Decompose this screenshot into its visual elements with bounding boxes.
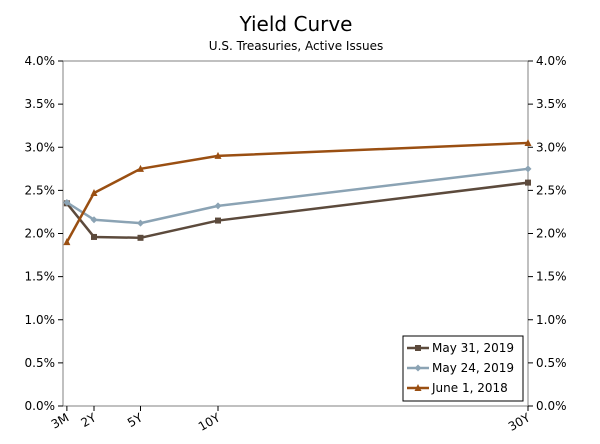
- y-tick-label-right: 3.0%: [536, 140, 567, 154]
- y-axis-right: 0.0% 0.5% 1.0% 1.5% 2.0% 2.5% 3.0% 3.5% 4.0%: [528, 54, 567, 413]
- legend-marker: [414, 364, 422, 372]
- series-layer: [63, 138, 532, 246]
- data-point: [63, 198, 71, 206]
- y-tick-label-right: 2.0%: [536, 227, 567, 241]
- legend-label: May 24, 2019: [432, 361, 514, 375]
- legend-label: May 31, 2019: [432, 341, 514, 355]
- data-point: [524, 165, 532, 173]
- data-point: [91, 233, 97, 240]
- y-tick-label-right: 3.5%: [536, 97, 567, 111]
- x-tick-label: 2Y: [79, 410, 100, 430]
- series-1: [63, 165, 532, 227]
- legend-marker: [415, 345, 421, 351]
- y-tick-label-right: 1.5%: [536, 270, 567, 284]
- y-tick-label-left: 2.5%: [25, 183, 56, 197]
- y-tick-label-left: 0.5%: [25, 356, 56, 370]
- x-tick-label: 5Y: [125, 410, 146, 430]
- data-point: [214, 202, 222, 210]
- data-point: [214, 151, 222, 159]
- chart-subtitle: U.S. Treasuries, Active Issues: [209, 39, 383, 53]
- y-tick-label-left: 4.0%: [25, 54, 56, 68]
- y-tick-label-right: 1.0%: [536, 313, 567, 327]
- legend: May 31, 2019 May 24, 2019 June 1, 2018: [402, 335, 524, 402]
- chart-title: Yield Curve: [239, 12, 353, 36]
- x-tick-label: 3M: [49, 410, 72, 431]
- legend-marker: [414, 384, 422, 391]
- x-tick-label: 30Y: [506, 410, 533, 434]
- data-point: [137, 219, 144, 227]
- y-axis-left: 0.0% 0.5% 1.0% 1.5% 2.0% 2.5% 3.0% 3.5% 4.0%: [25, 54, 63, 413]
- y-tick-label-left: 3.5%: [25, 97, 56, 111]
- data-point: [215, 217, 221, 224]
- data-point: [137, 234, 144, 241]
- y-tick-label-left: 1.0%: [25, 313, 56, 327]
- data-point: [90, 188, 98, 196]
- data-point: [525, 179, 531, 186]
- data-point: [137, 164, 144, 172]
- y-tick-label-right: 2.5%: [536, 183, 567, 197]
- y-tick-label-left: 3.0%: [25, 140, 56, 154]
- y-tick-label-left: 0.0%: [25, 399, 56, 413]
- data-point: [63, 238, 71, 246]
- series-2: [63, 138, 532, 246]
- data-point: [524, 138, 532, 146]
- data-point: [90, 216, 98, 224]
- y-tick-label-right: 0.5%: [536, 356, 567, 370]
- legend-label: June 1, 2018: [431, 381, 508, 395]
- y-tick-label-left: 2.0%: [25, 227, 56, 241]
- x-tick-label: 10Y: [196, 410, 223, 434]
- y-tick-label-right: 0.0%: [536, 399, 567, 413]
- y-tick-label-left: 1.5%: [25, 270, 56, 284]
- x-axis: 3M 2Y 5Y 10Y 30Y: [49, 406, 533, 434]
- y-tick-label-right: 4.0%: [536, 54, 567, 68]
